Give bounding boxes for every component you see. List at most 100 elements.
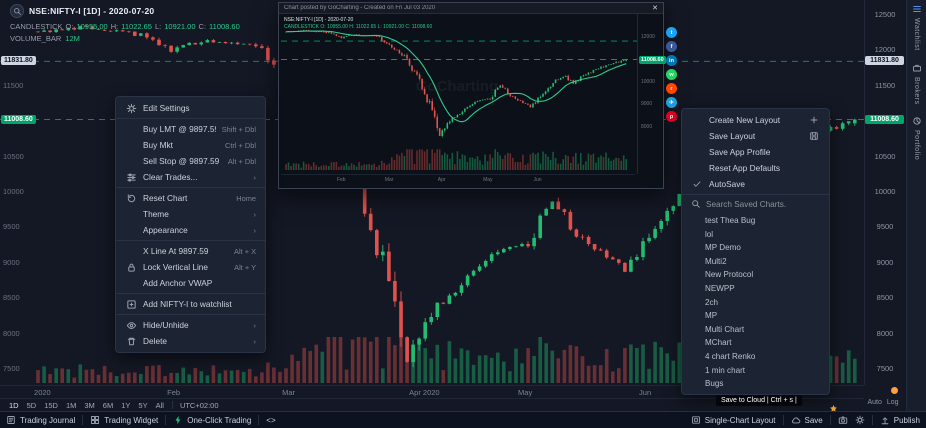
saved-chart-item[interactable]: Multi Chart: [705, 324, 745, 334]
save-layout-item[interactable]: Save Layout: [682, 128, 829, 144]
context-item-edit-settings[interactable]: Edit Settings: [116, 100, 265, 116]
context-item-delete[interactable]: Delete ›: [116, 333, 265, 349]
snapshot-button[interactable]: [838, 415, 848, 425]
saved-chart-item[interactable]: Multi2: [705, 256, 727, 266]
close-icon[interactable]: ✕: [652, 5, 658, 12]
timeframe-1y[interactable]: 1Y: [121, 400, 131, 410]
twitter-share-icon[interactable]: t: [666, 27, 677, 38]
context-item-add-anchor-vwap[interactable]: Add Anchor VWAP: [116, 275, 265, 291]
auto-scale-toggle[interactable]: Auto: [867, 399, 882, 406]
statusbar-divider: [258, 415, 260, 425]
time-axis-label: Mar: [282, 388, 296, 397]
context-item-reset-chart[interactable]: Reset Chart Home: [116, 190, 265, 206]
saved-chart-item[interactable]: 2ch: [705, 297, 719, 307]
check-icon: [691, 178, 703, 190]
realtime-dot[interactable]: [891, 387, 898, 394]
tab-brokers[interactable]: Brokers: [912, 63, 922, 104]
symbol-title[interactable]: NSE:NIFTY-I [1D] - 2020-07-20: [29, 6, 155, 16]
pinterest-share-icon[interactable]: p: [666, 111, 677, 122]
favorite-star-icon[interactable]: [829, 400, 838, 418]
plus-icon: [808, 114, 820, 126]
timeframe-1m[interactable]: 1M: [65, 400, 77, 410]
timeframe-3m[interactable]: 3M: [84, 400, 95, 410]
create-new-layout-item[interactable]: Create New Layout: [682, 112, 829, 128]
right-price-axis[interactable]: 12500 12000 11500 10500 10000 9500 9000 8500 800…: [864, 0, 906, 385]
context-item-sell-stop[interactable]: Sell Stop @ 9897.59 Alt + Dbl: [116, 153, 265, 169]
statusbar-divider: [782, 415, 784, 425]
time-axis-label: Jun: [639, 388, 652, 397]
volume-row[interactable]: VOLUME_BAR 12M: [10, 34, 240, 43]
popup-symbol-line: NSE:NIFTY-I [1D] - 2020-07-20: [284, 17, 354, 23]
autosave-item[interactable]: AutoSave: [682, 176, 829, 192]
popup-legend: NSE:NIFTY-I [1D] - 2020-07-20 CANDLESTIC…: [284, 17, 432, 30]
saved-chart-item[interactable]: NEWPP: [705, 283, 735, 293]
timeframe-all[interactable]: All: [155, 400, 164, 410]
context-item-hide-unhide[interactable]: Hide/Unhide ›: [116, 317, 265, 333]
ohlc-row[interactable]: CANDLESTICK O: 10955.00 H: 11022.65 L: 1092…: [10, 22, 240, 31]
statusbar-divider: [165, 415, 167, 425]
timeframe-6m[interactable]: 6M: [102, 400, 114, 410]
time-axis[interactable]: 2020 Feb Mar Apr 2020 May Jun: [0, 385, 864, 398]
saved-chart-item[interactable]: MChart: [705, 338, 732, 348]
close-value: 11008.60: [209, 22, 240, 31]
popup-axis-label: 10000: [641, 79, 655, 85]
context-item-add-to-watchlist[interactable]: Add NIFTY-I to watchlist: [116, 296, 265, 312]
timeframe-5y[interactable]: 5Y: [138, 400, 148, 410]
saved-chart-item[interactable]: lol: [705, 229, 714, 239]
time-axis-label: Apr 2020: [409, 388, 440, 397]
toolbar-divider: [171, 401, 173, 409]
trading-widget-button[interactable]: Trading Widget: [90, 415, 158, 425]
reset-app-defaults-item[interactable]: Reset App Defaults: [682, 160, 829, 176]
settings-button[interactable]: [855, 415, 865, 425]
price-axis-label: 12500: [874, 10, 896, 19]
context-item-buy-lmt[interactable]: Buy LMT @ 9897.59 Shift + Dbl: [116, 121, 265, 137]
timeframe-5d[interactable]: 5D: [26, 400, 37, 410]
timezone-label[interactable]: UTC+02:00: [179, 400, 219, 410]
saved-chart-item[interactable]: Bugs: [705, 379, 724, 389]
symbol-search-button[interactable]: [10, 4, 24, 18]
save-app-profile-item[interactable]: Save App Profile: [682, 144, 829, 160]
saved-chart-item[interactable]: 1 min chart: [705, 365, 746, 375]
menu-divider: [116, 293, 265, 294]
saved-charts-search[interactable]: [682, 194, 829, 214]
saved-chart-item[interactable]: 4 chart Renko: [705, 351, 756, 361]
whatsapp-share-icon[interactable]: w: [666, 69, 677, 80]
context-item-x-line[interactable]: X Line At 9897.59 Alt + X: [116, 243, 265, 259]
context-item-buy-mkt[interactable]: Buy Mkt Ctrl + Dbl: [116, 137, 265, 153]
saved-chart-item[interactable]: New Protocol: [705, 270, 754, 280]
saved-chart-item[interactable]: MP Demo: [705, 243, 741, 253]
publish-button[interactable]: Publish: [880, 415, 920, 425]
tab-watchlist[interactable]: Watchlist: [912, 4, 922, 51]
context-item-lock-vertical-line[interactable]: Lock Vertical Line Alt + Y: [116, 259, 265, 275]
statusbar-divider: [829, 415, 831, 425]
context-item-theme[interactable]: Theme ›: [116, 206, 265, 222]
popup-price-axis: 11008.60 12000110001000090008000: [637, 14, 666, 174]
menu-divider: [116, 187, 265, 188]
saved-chart-item[interactable]: MP: [705, 311, 718, 321]
layout-icon: [691, 416, 700, 424]
single-chart-layout-button[interactable]: Single-Chart Layout: [691, 415, 776, 425]
one-click-trading-button[interactable]: One-Click Trading: [173, 415, 251, 425]
series-type-label: CANDLESTICK: [10, 22, 63, 31]
facebook-share-icon[interactable]: f: [666, 41, 677, 52]
gear-icon: [855, 415, 865, 425]
timeframe-15d[interactable]: 15D: [44, 400, 58, 410]
trading-journal-button[interactable]: Trading Journal: [6, 415, 75, 425]
trading-widget-label: Trading Widget: [104, 415, 159, 425]
context-item-clear-trades[interactable]: Clear Trades... ›: [116, 169, 265, 185]
time-axis-label: May: [518, 388, 533, 397]
saved-charts-search-input[interactable]: [706, 200, 818, 209]
tab-portfolio[interactable]: Portfolio: [912, 116, 922, 160]
log-scale-toggle[interactable]: Log: [886, 399, 899, 406]
timeframe-1d[interactable]: 1D: [9, 400, 19, 410]
telegram-share-icon[interactable]: ✈: [666, 97, 677, 108]
price-tag-upper-right: 11831.80: [865, 56, 904, 66]
code-toggle-button[interactable]: <>: [266, 416, 275, 425]
linkedin-share-icon[interactable]: in: [666, 55, 677, 66]
save-button[interactable]: Save: [791, 415, 823, 425]
icon-spacer: [125, 224, 137, 236]
context-item-appearance[interactable]: Appearance ›: [116, 222, 265, 238]
saved-chart-item[interactable]: test Thea Bug: [705, 216, 756, 225]
reddit-share-icon[interactable]: r: [666, 83, 677, 94]
